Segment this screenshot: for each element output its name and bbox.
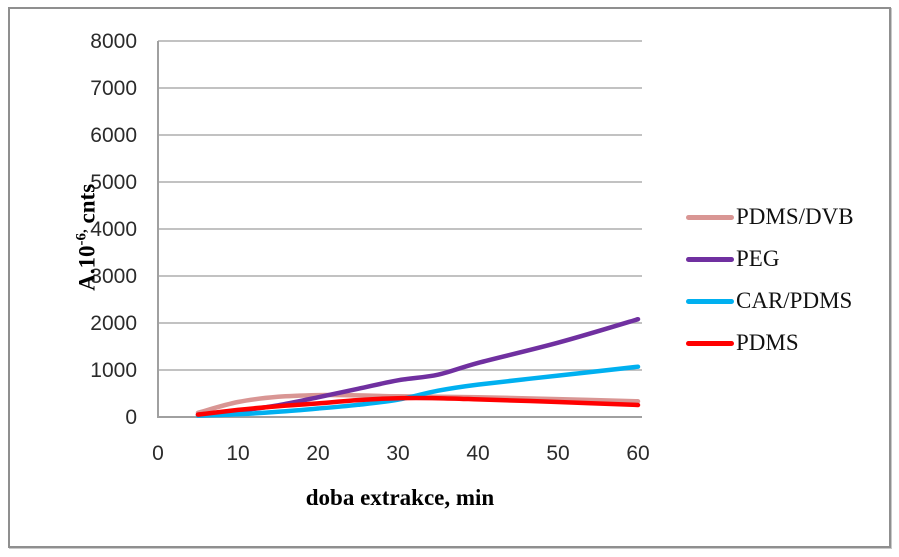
y-tick-label-8000: 8000 — [90, 29, 137, 53]
y-tick-label-6000: 6000 — [90, 123, 137, 147]
legend-item-pdms-dvb: PDMS/DVB — [686, 196, 876, 238]
legend-label-pdms: PDMS — [736, 330, 799, 355]
legend-swatch-pdms-dvb — [686, 214, 734, 220]
y-tick-label-3000: 3000 — [90, 264, 137, 288]
legend-label-peg: PEG — [736, 246, 780, 271]
legend-swatch-pdms — [686, 340, 734, 346]
y-axis-title-superscript: -6, — [73, 229, 90, 246]
series-line-pdms — [195, 395, 641, 417]
y-tick-label-7000: 7000 — [90, 76, 137, 100]
x-tick-label-30: 30 — [386, 442, 410, 465]
chart-border — [8, 7, 891, 548]
y-axis-title-base: A.10 — [74, 245, 100, 291]
y-tick-label-4000: 4000 — [90, 217, 137, 241]
legend-item-peg: PEG — [686, 238, 876, 280]
x-tick-label-0: 0 — [152, 442, 164, 465]
x-tick-label-50: 50 — [546, 442, 570, 465]
legend: PDMS/DVB PEG CAR/PDMS PDMS — [686, 196, 876, 364]
x-axis-title: doba extrakce, min — [305, 485, 495, 510]
x-tick-label-40: 40 — [466, 442, 490, 465]
y-axis-title-units: cnts — [74, 183, 100, 230]
legend-label-pdms-dvb: PDMS/DVB — [736, 204, 854, 229]
legend-item-car-pdms: CAR/PDMS — [686, 280, 876, 322]
legend-label-car-pdms: CAR/PDMS — [736, 288, 853, 313]
x-tick-label-60: 60 — [626, 442, 650, 465]
legend-item-pdms: PDMS — [686, 322, 876, 364]
legend-swatch-car-pdms — [686, 298, 734, 304]
y-tick-label-0: 0 — [125, 405, 137, 429]
y-tick-label-1000: 1000 — [90, 358, 137, 382]
x-tick-label-10: 10 — [226, 442, 250, 465]
y-tick-label-5000: 5000 — [90, 170, 137, 194]
series-line-car-pdms — [195, 364, 641, 418]
y-tick-label-2000: 2000 — [90, 311, 137, 335]
series-line-pdms-dvb — [195, 392, 641, 416]
legend-swatch-peg — [686, 256, 734, 262]
y-axis-title: A.10-6, cnts — [74, 122, 101, 352]
x-tick-label-20: 20 — [306, 442, 330, 465]
